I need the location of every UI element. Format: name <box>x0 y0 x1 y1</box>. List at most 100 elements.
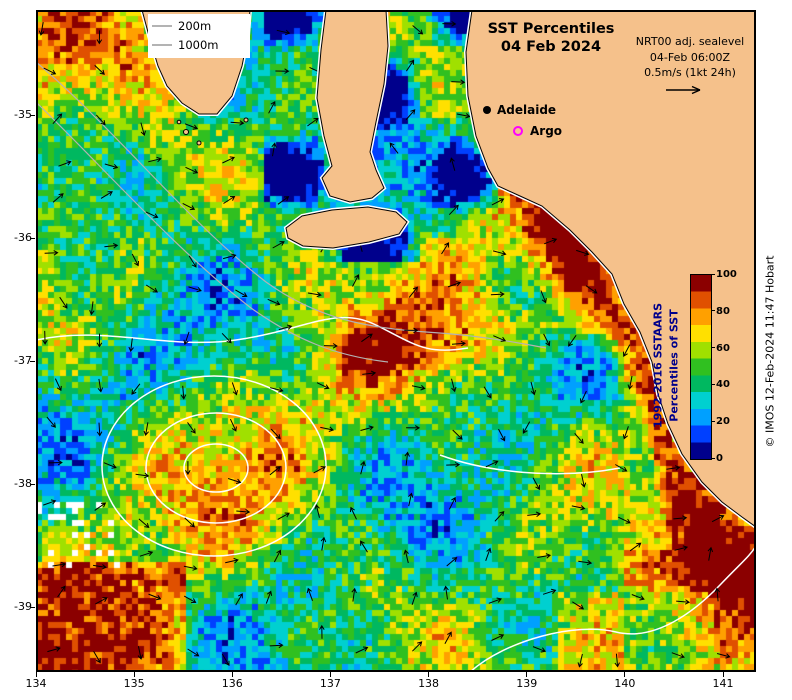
velocity-arrow <box>227 478 242 484</box>
velocity-arrow <box>307 117 319 127</box>
velocity-arrow <box>187 648 200 657</box>
velocity-arrow <box>449 157 456 171</box>
velocity-arrow <box>131 253 139 267</box>
y-axis-tick-label: -36 <box>14 231 32 244</box>
velocity-arrow <box>42 330 48 345</box>
velocity-arrow <box>585 285 598 294</box>
x-axis-tick-mark <box>231 672 233 677</box>
adelaide-label: Adelaide <box>497 103 557 117</box>
velocity-arrow <box>185 166 199 174</box>
velocity-arrow <box>275 68 290 74</box>
bathy-contour-200m <box>36 61 547 349</box>
velocity-arrow <box>267 298 281 306</box>
velocity-arrow <box>272 241 285 249</box>
x-axis-tick-label: 141 <box>712 677 734 690</box>
legend-label-200m: 200m <box>178 18 212 33</box>
sealevel-annotation: NRT00 adj. sealevel 04-Feb 06:00Z 0.5m/s… <box>612 34 768 81</box>
colorbar-tick-label: 80 <box>716 305 730 317</box>
velocity-arrow <box>271 142 277 157</box>
x-axis-tick-label: 135 <box>123 677 145 690</box>
velocity-arrow <box>405 59 415 72</box>
velocity-arrow <box>89 301 95 316</box>
x-axis-tick-label: 140 <box>614 677 636 690</box>
colorbar-title-line-1: 1992-2016 SSTAARS <box>651 302 665 429</box>
velocity-arrow <box>38 22 45 36</box>
colorbar <box>690 274 712 460</box>
kangaroo-island <box>285 206 408 249</box>
velocity-arrow <box>139 550 154 557</box>
velocity-arrow <box>389 142 399 154</box>
velocity-arrow <box>360 540 368 553</box>
velocity-arrow <box>223 195 236 204</box>
sealevel-contour-line <box>36 316 469 351</box>
velocity-arrow <box>93 564 107 570</box>
velocity-arrow <box>351 587 357 602</box>
contour-line-sample <box>152 24 172 27</box>
sealevel-contour-line <box>469 545 756 672</box>
y-axis-tick-mark <box>30 238 35 239</box>
x-axis-tick-label: 138 <box>418 677 440 690</box>
velocity-arrow <box>543 333 551 347</box>
y-axis-tick-label: -38 <box>14 477 32 490</box>
velocity-arrow <box>143 422 149 437</box>
velocity-arrow <box>576 249 590 256</box>
eddy-contour-outer <box>101 375 327 557</box>
velocity-arrow <box>352 274 360 287</box>
velocity-arrow <box>104 243 119 249</box>
velocity-arrow <box>571 505 586 511</box>
velocity-arrow <box>577 653 583 668</box>
x-axis-tick-label: 139 <box>516 677 538 690</box>
velocity-arrow <box>145 284 159 293</box>
velocity-arrow <box>456 113 471 119</box>
map-plot-area <box>36 10 756 672</box>
eddy-contour-mid <box>145 412 287 524</box>
velocity-arrow <box>452 429 463 440</box>
point-markers <box>483 106 523 136</box>
velocity-arrow <box>183 565 198 571</box>
x-axis-tick-label: 136 <box>221 677 243 690</box>
velocity-arrow <box>711 514 725 523</box>
velocity-arrow <box>671 652 685 659</box>
velocity-arrow <box>222 253 237 260</box>
velocity-arrow <box>490 291 505 298</box>
velocity-arrow <box>268 100 276 114</box>
colorbar-title-line-2: Percentiles of SST <box>667 309 681 422</box>
velocity-arrow <box>627 375 633 390</box>
velocity-arrow <box>265 590 273 604</box>
velocity-arrow <box>47 646 61 653</box>
velocity-arrow <box>542 588 557 595</box>
velocity-arrow <box>446 556 458 567</box>
velocity-arrow <box>323 343 338 349</box>
velocity-arrow <box>412 25 424 35</box>
bathymetry-contours <box>36 61 547 363</box>
velocity-arrow <box>138 518 150 529</box>
x-axis-tick-label: 137 <box>319 677 341 690</box>
velocity-arrow <box>269 642 284 649</box>
annotation-line-3: 0.5m/s (1kt 24h) <box>644 66 736 79</box>
sea-level-contours <box>36 316 756 672</box>
velocity-arrow <box>278 324 293 331</box>
colorbar-tick-mark <box>711 383 715 385</box>
velocity-arrow <box>277 512 290 520</box>
velocity-arrow <box>360 425 374 431</box>
velocity-arrow <box>483 386 492 399</box>
colorbar-tick-mark <box>711 347 715 349</box>
sealevel-contour-line <box>439 454 621 475</box>
velocity-arrow <box>451 340 466 347</box>
velocity-arrow <box>491 198 505 206</box>
velocity-arrow <box>58 160 72 167</box>
velocity-arrow <box>676 599 691 605</box>
x-axis-tick-mark <box>526 672 528 677</box>
velocity-arrow <box>451 79 466 85</box>
velocity-arrow <box>316 382 330 390</box>
velocity-arrow <box>48 459 63 466</box>
velocity-arrow <box>235 289 248 297</box>
velocity-arrow <box>187 422 196 434</box>
velocity-arrow <box>137 646 144 660</box>
velocity-arrow <box>183 331 190 346</box>
velocity-arrow <box>442 21 457 27</box>
velocity-arrow <box>498 428 506 442</box>
velocity-arrow <box>540 290 547 304</box>
velocity-arrow <box>96 333 103 348</box>
y-axis-tick-mark <box>30 115 35 116</box>
